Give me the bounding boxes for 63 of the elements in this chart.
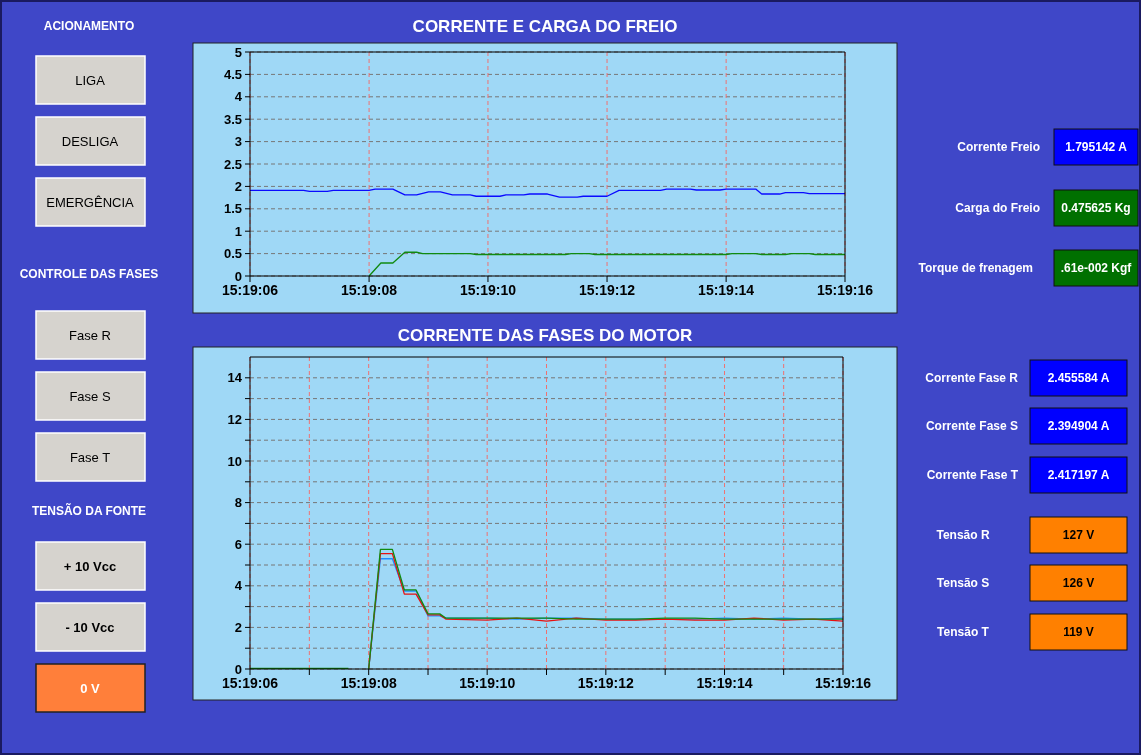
x-tick-label: 15:19:06 xyxy=(221,675,279,691)
chart-title: CORRENTE E CARGA DO FREIO xyxy=(412,17,678,36)
y-tick-label: 4 xyxy=(234,89,243,105)
text: 126 V xyxy=(1062,576,1095,591)
text: 2.417197 A xyxy=(1047,468,1110,483)
y-tick-label: 4 xyxy=(234,578,243,594)
x-tick-label: 15:19:08 xyxy=(341,282,398,298)
y-tick-label: 2.5 xyxy=(223,156,242,172)
text: 119 V xyxy=(1063,625,1094,640)
text: DESLIGA xyxy=(61,133,119,149)
x-tick-label: 15:19:16 xyxy=(816,282,874,298)
text: Corrente Fase T xyxy=(926,468,1019,483)
y-tick-label: 0 xyxy=(234,268,242,284)
text: 127 V xyxy=(1062,528,1095,543)
text: Fase R xyxy=(69,327,111,343)
text: Fase S xyxy=(69,388,111,404)
y-tick-label: 4.5 xyxy=(223,66,242,82)
y-tick-label: 6 xyxy=(234,536,242,552)
y-tick-label: 0 xyxy=(234,661,242,677)
x-tick-label: 15:19:14 xyxy=(696,675,753,691)
y-tick-label: 1.5 xyxy=(223,201,242,217)
y-tick-label: 10 xyxy=(227,453,242,469)
x-tick-label: 15:19:10 xyxy=(459,282,517,298)
y-tick-label: 2 xyxy=(234,178,242,194)
text: 0 V xyxy=(80,680,101,696)
y-tick-label: 1 xyxy=(234,223,242,239)
text: Tensão S xyxy=(936,576,990,591)
text: Torque de frenagem xyxy=(918,261,1033,276)
text: .61e-002 Kgf xyxy=(1060,261,1133,276)
text: Fase T xyxy=(69,449,111,465)
text: CONTROLE DAS FASES xyxy=(19,267,159,282)
text: Tensão T xyxy=(937,625,990,640)
y-tick-label: 12 xyxy=(227,411,242,427)
y-tick-label: 3.5 xyxy=(223,111,242,127)
text: Corrente Freio xyxy=(957,140,1040,155)
y-tick-label: 5 xyxy=(234,44,242,60)
x-tick-label: 15:19:12 xyxy=(577,675,635,691)
x-tick-label: 15:19:14 xyxy=(698,282,755,298)
text: 2.394904 A xyxy=(1047,419,1110,434)
text: TENSÃO DA FONTE xyxy=(31,503,147,519)
y-tick-label: 14 xyxy=(227,370,243,386)
text: ACIONAMENTO xyxy=(43,19,135,34)
text: Tensão R xyxy=(936,528,990,543)
text: + 10 Vcc xyxy=(63,558,117,574)
text: LIGA xyxy=(75,72,106,88)
y-tick-label: 2 xyxy=(234,619,242,635)
text: Carga do Freio xyxy=(955,201,1040,216)
chart-title: CORRENTE DAS FASES DO MOTOR xyxy=(397,326,693,345)
text: 2.455584 A xyxy=(1047,371,1110,386)
y-tick-label: 0.5 xyxy=(223,246,242,262)
x-tick-label: 15:19:08 xyxy=(340,675,397,691)
y-tick-label: 8 xyxy=(234,495,242,511)
x-tick-label: 15:19:12 xyxy=(579,282,636,298)
text: Corrente Fase R xyxy=(925,371,1019,386)
x-tick-label: 15:19:10 xyxy=(459,675,516,691)
text: EMERGÊNCIA xyxy=(46,194,135,210)
x-tick-label: 15:19:06 xyxy=(221,282,279,298)
text: 0.475625 Kg xyxy=(1061,201,1131,216)
text: - 10 Vcc xyxy=(65,619,115,635)
text: 1.795142 A xyxy=(1065,140,1128,155)
text: Corrente Fase S xyxy=(925,419,1018,434)
x-tick-label: 15:19:16 xyxy=(814,675,872,691)
y-tick-label: 3 xyxy=(234,134,242,150)
